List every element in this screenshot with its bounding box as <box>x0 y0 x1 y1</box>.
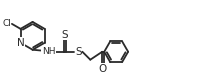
Text: S: S <box>75 47 82 57</box>
Text: N: N <box>17 38 24 48</box>
Text: NH: NH <box>42 47 55 56</box>
Text: S: S <box>61 30 68 40</box>
Text: Cl: Cl <box>2 19 11 28</box>
Text: O: O <box>98 64 106 74</box>
